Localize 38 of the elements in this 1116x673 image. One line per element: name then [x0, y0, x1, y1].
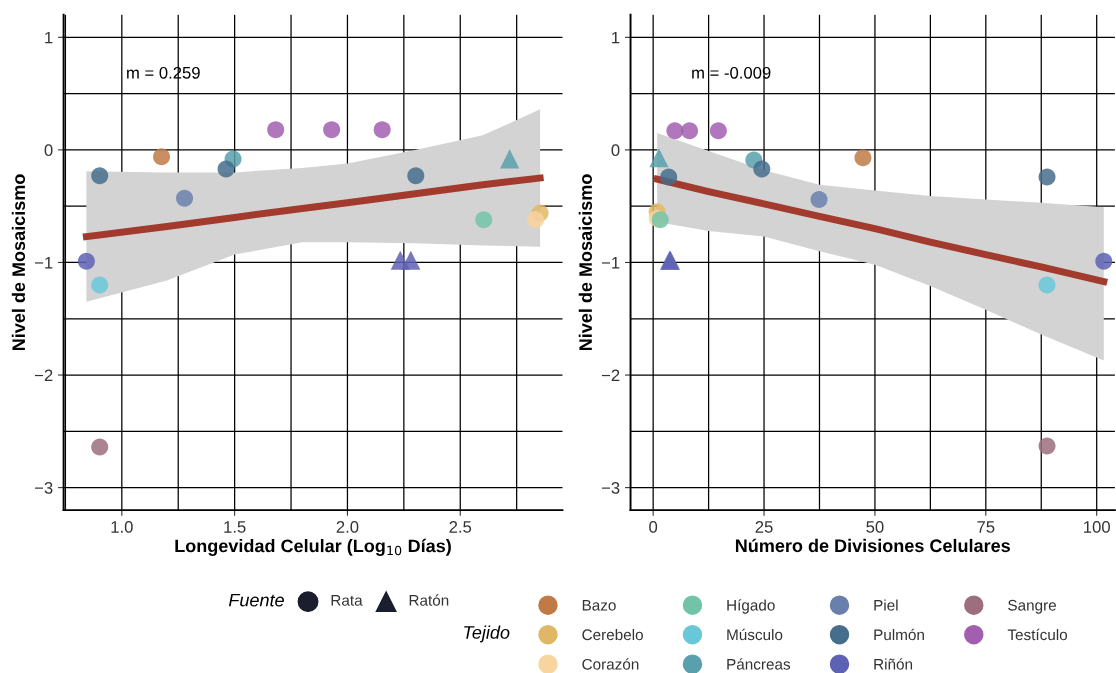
x-tick-label: 100 [1084, 520, 1110, 533]
legend-label: Corazón [582, 658, 639, 670]
y-tick-label: −2 [35, 369, 53, 382]
legend-title: Tejido [464, 625, 510, 643]
legend-label: Hígado [727, 599, 775, 614]
legend-label: Cerebelo [582, 628, 643, 641]
legend-label: Pulmón [874, 628, 924, 641]
legend-label: Bazo [582, 600, 616, 611]
text: Ratón [409, 594, 449, 606]
legend-label: Riñón [874, 658, 913, 670]
legend-label: Sangre [1008, 599, 1056, 614]
x-tick-label: 25 [755, 520, 773, 533]
y-axis-title: Nivel de Mosaicismo [11, 174, 26, 351]
y-tick-label: 1 [612, 31, 620, 44]
x-axis-title: Longevidad Celular (Log$_{10}$ Días) [175, 538, 451, 556]
y-tick-label: −3 [601, 482, 620, 494]
legend-label: Piel [874, 599, 898, 611]
x-tick-label: 1.5 [224, 521, 246, 533]
text: Rata [331, 595, 363, 606]
y-tick-label: −2 [601, 369, 620, 382]
y-tick-label: 1 [45, 31, 53, 44]
x-tick-label: 50 [866, 520, 884, 533]
legend-label: Músculo [727, 628, 783, 641]
y-tick-label: 0 [44, 144, 53, 157]
x-tick-label: 0 [649, 520, 658, 533]
x-tick-label: 1.0 [111, 520, 133, 533]
x-tick-label: 2.5 [449, 520, 472, 533]
y-tick-label: −1 [35, 257, 53, 269]
x-tick-label: 75 [977, 521, 995, 533]
legend-label: Páncreas [727, 658, 791, 670]
y-axis-title: Nivel de Mosaicismo [578, 174, 592, 351]
x-tick-label: 2.0 [336, 520, 359, 533]
y-tick-label: −1 [601, 257, 620, 269]
x-axis-title: Número de Divisiones Celulares [735, 538, 1010, 553]
y-tick-label: 0 [611, 144, 620, 157]
y-tick-label: −3 [35, 482, 53, 494]
text: Fuente [228, 593, 284, 607]
legend-label: Testículo [1007, 628, 1068, 641]
